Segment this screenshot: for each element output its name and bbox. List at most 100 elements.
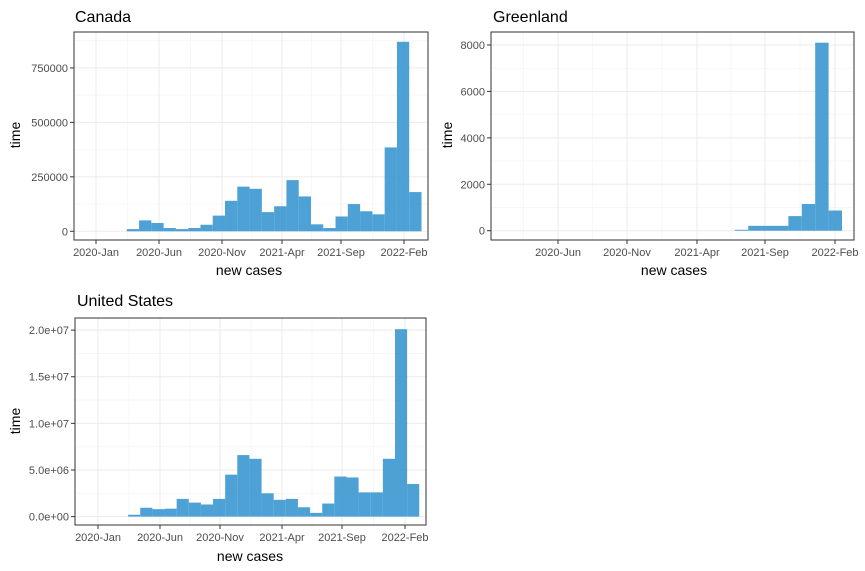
histogram-bar <box>140 507 153 517</box>
histogram-bar <box>225 474 238 517</box>
panel-border <box>490 31 855 241</box>
histogram-bar <box>396 41 410 232</box>
y-tick-label: 0 <box>62 226 68 238</box>
histogram-bar <box>323 228 336 232</box>
panel-border <box>73 31 429 241</box>
y-tick-label: 8000 <box>461 40 485 52</box>
y-axis-title: time <box>439 122 455 149</box>
y-tick-label: 1.0e+07 <box>29 418 69 430</box>
histogram-bar <box>360 211 373 232</box>
histogram-bar <box>164 508 177 517</box>
panel-background <box>491 32 854 240</box>
histogram-bar <box>273 499 286 517</box>
histogram-bar <box>828 210 842 231</box>
panel-title: Canada <box>75 9 131 26</box>
histogram-bar <box>297 507 311 517</box>
x-tick-label: 2020-Nov <box>198 247 246 259</box>
histogram-bar <box>274 206 287 232</box>
histogram-bar <box>175 229 189 232</box>
histogram-bar <box>761 225 775 231</box>
histogram-bar <box>126 229 140 232</box>
y-axis-title: time <box>7 122 23 149</box>
histogram-bar <box>249 458 262 517</box>
x-tick-label: 2021-Sep <box>317 247 365 259</box>
histogram-bar <box>139 220 152 232</box>
y-tick-label: 6000 <box>461 86 485 98</box>
histogram-bar <box>382 458 395 517</box>
histogram-bar <box>335 216 348 232</box>
x-tick-label: 2022-Feb <box>381 532 428 544</box>
plot-area-united-states: 0.0e+00 5.0e+06 1.0e+07 1.5e+07 2.0e+07 2020-… <box>29 317 429 544</box>
x-axis-title: new cases <box>216 262 282 278</box>
y-tick-label: 0 <box>479 226 485 238</box>
histogram-bar <box>200 224 213 232</box>
y-tick-label: 500000 <box>31 117 68 129</box>
histogram-bar <box>346 477 359 517</box>
panel-united-states: United States 0.0e+00 5.0e+06 1.0e+07 1.5e+… <box>7 293 429 564</box>
histogram-bar <box>163 228 176 232</box>
histogram-bar <box>370 492 383 517</box>
x-tick-label: 2020-Jun <box>137 532 183 544</box>
y-tick-label: 750000 <box>31 63 68 75</box>
x-tick-label: 2021-Apr <box>259 532 305 544</box>
panel-title: Greenland <box>493 9 568 26</box>
histogram-bar <box>734 229 749 231</box>
histogram-bar <box>788 216 802 231</box>
y-tick-label: 250000 <box>31 172 68 184</box>
histogram-bar <box>237 186 250 232</box>
histogram-bar <box>188 502 201 517</box>
histogram-bar <box>285 498 298 517</box>
panel-title: United States <box>77 293 173 310</box>
x-tick-label: 2020-Nov <box>196 532 244 544</box>
panel-greenland: Greenland 0 2000 4000 6000 8000 2020-Jun 2020-… <box>439 9 859 278</box>
histogram-bar <box>748 225 762 231</box>
histogram-bar <box>212 215 226 232</box>
histogram-bar <box>151 223 164 232</box>
histogram-bar <box>347 204 361 232</box>
x-tick-label: 2020-Nov <box>603 247 651 259</box>
histogram-bar <box>310 224 324 232</box>
histogram-bar <box>815 42 829 231</box>
histogram-bar <box>298 196 311 232</box>
histogram-bar <box>409 192 422 232</box>
x-tick-label: 2022-Feb <box>811 247 858 259</box>
panel-border <box>74 317 427 526</box>
histogram-bar <box>200 504 214 517</box>
plot-area-greenland: 0 2000 4000 6000 8000 2020-Jun 2020-Nov 2021-Ap… <box>461 31 859 259</box>
histogram-bar <box>372 214 385 232</box>
x-tick-label: 2022-Feb <box>380 247 427 259</box>
histogram-bar <box>310 512 323 517</box>
y-tick-label: 1.5e+07 <box>29 372 69 384</box>
histogram-bar <box>775 225 789 231</box>
x-axis-title: new cases <box>641 262 707 278</box>
y-tick-label: 2000 <box>461 179 485 191</box>
histogram-bar <box>334 476 347 517</box>
histogram-bar <box>407 483 420 517</box>
y-tick-label: 4000 <box>461 133 485 145</box>
y-tick-label: 2.0e+07 <box>29 325 69 337</box>
histogram-bar <box>225 200 238 232</box>
histogram-bar <box>384 147 397 232</box>
histogram-bar <box>286 180 299 232</box>
histogram-bar <box>358 492 371 517</box>
histogram-bar <box>188 228 201 232</box>
x-tick-label: 2020-Jun <box>535 247 581 259</box>
histogram-bar <box>322 503 335 517</box>
x-tick-label: 2021-Sep <box>318 532 366 544</box>
histogram-bar <box>394 329 408 517</box>
histogram-bar <box>152 509 165 517</box>
x-tick-label: 2021-Sep <box>741 247 789 259</box>
histogram-bar <box>801 204 816 231</box>
histogram-bar <box>176 498 189 517</box>
x-tick-label: 2020-Jan <box>73 247 119 259</box>
histogram-bar <box>213 498 226 517</box>
histogram-bar <box>249 188 262 232</box>
y-tick-label: 0.0e+00 <box>29 512 69 524</box>
x-tick-label: 2020-Jan <box>75 532 121 544</box>
y-axis-title: time <box>7 408 23 435</box>
histogram-bar <box>261 212 275 232</box>
histogram-bar <box>237 455 250 517</box>
plot-area-canada: 0 250000 500000 750000 2020-Jan 2020-Jun 2020-… <box>31 31 429 259</box>
x-axis-title: new cases <box>217 548 283 564</box>
